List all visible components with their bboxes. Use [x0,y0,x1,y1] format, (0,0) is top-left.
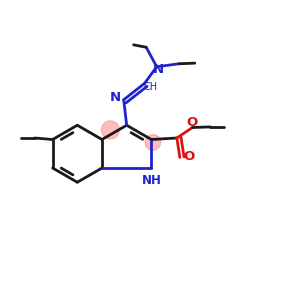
Text: N: N [110,92,121,104]
Text: CH: CH [143,82,157,92]
Text: O: O [187,116,198,129]
Circle shape [145,135,161,150]
Text: N: N [153,63,164,76]
Text: O: O [183,150,194,163]
Text: NH: NH [141,174,161,187]
Circle shape [101,121,119,139]
